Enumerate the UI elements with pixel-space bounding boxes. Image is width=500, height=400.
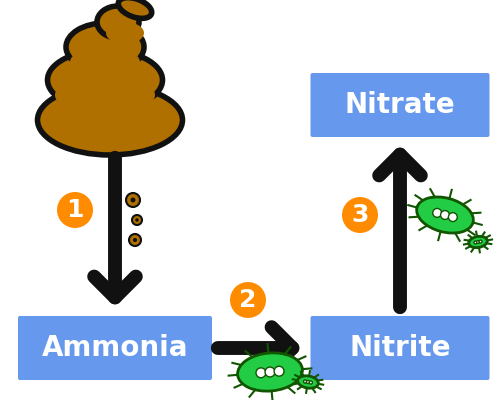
Text: Nitrite: Nitrite xyxy=(349,334,451,362)
Text: Ammonia: Ammonia xyxy=(42,334,188,362)
Circle shape xyxy=(274,366,284,376)
Ellipse shape xyxy=(298,376,318,388)
Circle shape xyxy=(265,367,275,377)
Text: 2: 2 xyxy=(240,288,256,312)
FancyBboxPatch shape xyxy=(18,316,212,380)
Circle shape xyxy=(474,241,477,244)
Circle shape xyxy=(310,381,312,384)
Circle shape xyxy=(306,380,310,384)
Circle shape xyxy=(342,197,378,233)
Ellipse shape xyxy=(238,353,302,391)
Circle shape xyxy=(440,210,450,220)
Circle shape xyxy=(479,240,482,243)
Text: Nitrate: Nitrate xyxy=(344,91,456,119)
Circle shape xyxy=(230,282,266,318)
Ellipse shape xyxy=(118,0,152,18)
Ellipse shape xyxy=(468,236,487,248)
Ellipse shape xyxy=(55,75,155,115)
Circle shape xyxy=(126,193,140,207)
Circle shape xyxy=(304,380,306,383)
FancyBboxPatch shape xyxy=(310,316,490,380)
Circle shape xyxy=(57,192,93,228)
Ellipse shape xyxy=(70,47,140,77)
Ellipse shape xyxy=(66,23,144,71)
Circle shape xyxy=(133,238,137,242)
Circle shape xyxy=(135,218,139,222)
Circle shape xyxy=(256,368,266,378)
FancyBboxPatch shape xyxy=(310,73,490,137)
Circle shape xyxy=(132,215,142,225)
Ellipse shape xyxy=(97,6,139,38)
Text: 1: 1 xyxy=(66,198,84,222)
Ellipse shape xyxy=(38,85,182,155)
Circle shape xyxy=(476,240,480,244)
Circle shape xyxy=(129,234,141,246)
Circle shape xyxy=(448,213,458,222)
Text: 3: 3 xyxy=(352,203,368,227)
Ellipse shape xyxy=(416,197,474,233)
Circle shape xyxy=(130,198,136,202)
Ellipse shape xyxy=(48,50,162,110)
Ellipse shape xyxy=(106,22,144,44)
Circle shape xyxy=(432,208,442,217)
